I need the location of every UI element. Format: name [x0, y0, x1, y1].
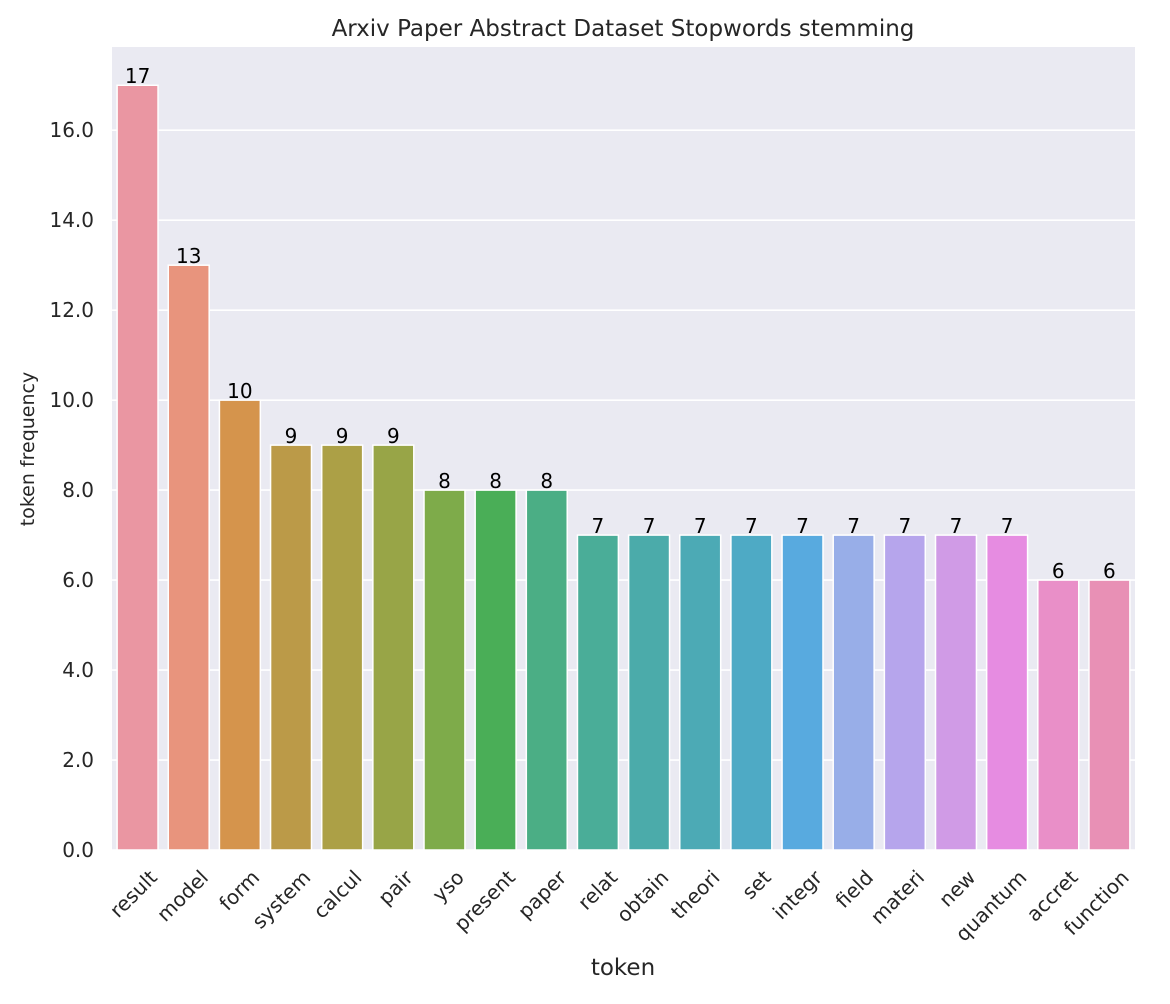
- bar-accret: [1037, 579, 1080, 851]
- x-tick-label: calcul: [308, 865, 366, 923]
- y-tick-labels: 0.0 2.0 4.0 6.0 8.0 10.0 12.0 14.0 16.0: [49, 118, 94, 862]
- bar-system: [269, 444, 313, 851]
- data-label: 7: [847, 514, 860, 538]
- data-labels: 17 13 10 9 9 9 8 8 8 7 7 7 7 7 7 7 7 7 6 6: [125, 64, 1116, 583]
- bar-field: [832, 534, 875, 851]
- x-tick-label: theori: [666, 865, 725, 924]
- y-tick-label: 8.0: [62, 478, 94, 502]
- bar-theori: [679, 534, 722, 851]
- x-tick-label: system: [247, 865, 315, 933]
- data-label: 7: [643, 514, 656, 538]
- bar-present: [474, 489, 517, 851]
- bar-form: [218, 399, 262, 851]
- bar-obtain: [627, 534, 671, 851]
- y-axis-label: token frequency: [17, 372, 39, 526]
- x-tick-label: obtain: [612, 865, 674, 927]
- bar-function: [1088, 579, 1131, 851]
- x-tick-label: set: [737, 865, 776, 904]
- data-label: 8: [489, 469, 502, 493]
- x-tick-label: materi: [866, 865, 929, 928]
- bar-materi: [883, 534, 927, 851]
- y-tick-label: 16.0: [49, 118, 94, 142]
- bar-yso: [423, 489, 466, 851]
- x-axis-label: token: [591, 955, 655, 981]
- data-label: 7: [796, 514, 809, 538]
- y-tick-label: 0.0: [62, 838, 94, 862]
- data-label: 17: [125, 64, 150, 88]
- y-tick-label: 2.0: [62, 748, 94, 772]
- x-tick-label: model: [152, 865, 213, 926]
- bar-integr: [781, 534, 824, 851]
- data-label: 9: [336, 424, 349, 448]
- bar-calcul: [320, 444, 364, 851]
- bars: [116, 84, 1131, 851]
- data-label: 10: [227, 379, 252, 403]
- bar-model: [167, 264, 210, 851]
- bar-result: [116, 84, 159, 851]
- data-label: 7: [694, 514, 707, 538]
- x-tick-label: yso: [427, 865, 468, 906]
- x-tick-label: result: [105, 865, 162, 922]
- x-tick-label: new: [934, 865, 980, 911]
- data-label: 7: [592, 514, 605, 538]
- data-label: 6: [1052, 559, 1065, 583]
- y-tick-label: 6.0: [62, 568, 94, 592]
- data-label: 7: [950, 514, 963, 538]
- data-label: 7: [745, 514, 758, 538]
- data-label: 8: [438, 469, 451, 493]
- y-tick-label: 12.0: [49, 298, 94, 322]
- data-label: 6: [1103, 559, 1116, 583]
- bar-new: [934, 534, 978, 851]
- data-label: 7: [898, 514, 911, 538]
- chart-title: Arxiv Paper Abstract Dataset Stopwords s…: [332, 16, 915, 42]
- bar-relat: [576, 534, 620, 851]
- plot-area: [112, 47, 1135, 850]
- y-tick-label: 4.0: [62, 658, 94, 682]
- data-label: 9: [387, 424, 400, 448]
- data-label: 9: [285, 424, 298, 448]
- y-tick-label: 14.0: [49, 208, 94, 232]
- x-tick-label: integr: [768, 865, 827, 924]
- bar-set: [730, 534, 773, 851]
- x-tick-label: paper: [513, 865, 572, 924]
- y-tick-label: 10.0: [49, 388, 94, 412]
- data-label: 8: [540, 469, 553, 493]
- bar-pair: [372, 444, 415, 851]
- bar-paper: [525, 489, 568, 851]
- data-label: 7: [1001, 514, 1014, 538]
- bar-quantum: [985, 534, 1029, 851]
- data-label: 13: [176, 244, 201, 268]
- x-tick-label: pair: [373, 865, 418, 910]
